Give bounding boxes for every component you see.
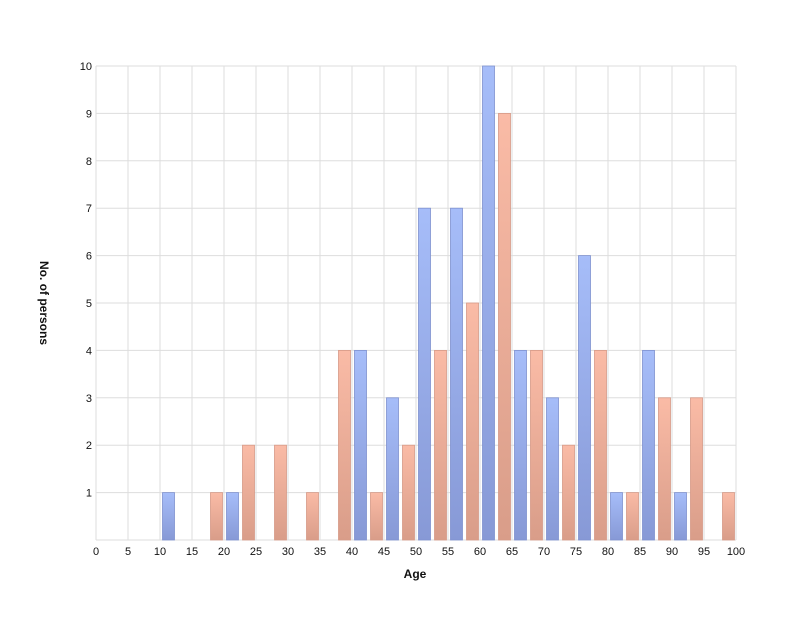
x-tick-label: 85 bbox=[634, 546, 646, 558]
bar bbox=[546, 397, 559, 541]
bar bbox=[482, 65, 495, 541]
x-tick-label: 20 bbox=[218, 546, 230, 558]
bar bbox=[658, 397, 671, 541]
x-tick-label: 10 bbox=[154, 546, 166, 558]
bar bbox=[578, 255, 591, 541]
gridlines bbox=[95, 65, 737, 541]
bar bbox=[450, 207, 463, 541]
bar bbox=[402, 444, 415, 541]
bar bbox=[690, 397, 703, 541]
y-tick-label: 9 bbox=[86, 108, 92, 120]
y-tick-label: 7 bbox=[86, 203, 92, 215]
bars bbox=[162, 65, 735, 541]
x-tick-label: 70 bbox=[538, 546, 550, 558]
bar bbox=[530, 349, 543, 541]
x-tick-label: 65 bbox=[506, 546, 518, 558]
x-tick-label: 100 bbox=[727, 546, 745, 558]
y-tick-label: 8 bbox=[86, 156, 92, 168]
x-tick-label: 75 bbox=[570, 546, 582, 558]
x-tick-label: 90 bbox=[666, 546, 678, 558]
bar bbox=[466, 302, 479, 541]
bar bbox=[274, 444, 287, 541]
x-tick-label: 40 bbox=[346, 546, 358, 558]
y-tick-label: 1 bbox=[86, 488, 92, 500]
x-tick-labels: 0 5 10 15 20 25 30 35 40 45 50 55 60 65 70 75 80 85 90 95 10… bbox=[93, 546, 745, 558]
y-tick-label: 5 bbox=[86, 298, 92, 310]
y-tick-label: 4 bbox=[86, 345, 92, 357]
y-axis-title: No. of persons bbox=[37, 261, 51, 345]
bar bbox=[514, 349, 527, 541]
bar bbox=[226, 492, 239, 541]
bar bbox=[434, 349, 447, 541]
x-axis-title: Age bbox=[404, 567, 427, 581]
x-tick-label: 95 bbox=[698, 546, 710, 558]
y-tick-labels: 1 2 3 4 5 6 7 8 9 10 bbox=[80, 61, 92, 500]
y-tick-label: 2 bbox=[86, 440, 92, 452]
x-tick-label: 5 bbox=[125, 546, 131, 558]
bar bbox=[562, 444, 575, 541]
bar bbox=[594, 349, 607, 541]
bar bbox=[306, 492, 319, 541]
bar bbox=[626, 492, 639, 541]
bar bbox=[610, 492, 623, 541]
bar bbox=[162, 492, 175, 541]
x-tick-label: 35 bbox=[314, 546, 326, 558]
y-tick-label: 6 bbox=[86, 251, 92, 263]
y-tick-label: 3 bbox=[86, 393, 92, 405]
x-tick-label: 50 bbox=[410, 546, 422, 558]
bar bbox=[370, 492, 383, 541]
x-tick-label: 55 bbox=[442, 546, 454, 558]
bar bbox=[498, 113, 511, 541]
x-tick-label: 30 bbox=[282, 546, 294, 558]
x-tick-label: 60 bbox=[474, 546, 486, 558]
y-tick-label: 10 bbox=[80, 61, 92, 73]
bar bbox=[722, 492, 735, 541]
x-tick-label: 0 bbox=[93, 546, 99, 558]
bar bbox=[674, 492, 687, 541]
x-tick-label: 15 bbox=[186, 546, 198, 558]
x-tick-label: 80 bbox=[602, 546, 614, 558]
x-tick-label: 45 bbox=[378, 546, 390, 558]
bar bbox=[354, 349, 367, 541]
bar bbox=[338, 349, 351, 541]
bar bbox=[386, 397, 399, 541]
bar bbox=[242, 444, 255, 541]
bar bbox=[210, 492, 223, 541]
bar bbox=[642, 349, 655, 541]
bar bbox=[418, 207, 431, 541]
x-tick-label: 25 bbox=[250, 546, 262, 558]
